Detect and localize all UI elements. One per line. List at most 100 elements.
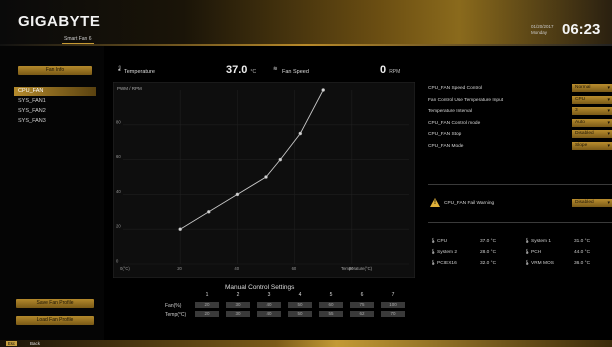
setting-dropdown-cpu-fan-mode[interactable]: Slope ▾ (572, 141, 612, 150)
setting-row-cpu-fan-speed-control: CPU_FAN Speed Control Normal ▾ (428, 84, 612, 94)
thermometer-icon: 🌡 (524, 239, 531, 244)
bottom-bar (0, 340, 612, 347)
temperature-icon: 🌡 (116, 66, 123, 72)
weekday-text: Monday (531, 30, 548, 35)
fan-speed-value: 0 RPM (380, 64, 400, 76)
setting-value: Slope (575, 142, 588, 148)
temp-value: 28.0 °C (480, 250, 497, 255)
fan-fail-warning-dropdown[interactable]: Disabled ▾ (572, 199, 612, 207)
fan-percent-cell[interactable]: 100 (381, 302, 405, 308)
thermometer-icon: 🌡 (430, 239, 437, 244)
setting-value: 3 (575, 108, 578, 113)
fan-percent-cell[interactable]: 20 (195, 302, 219, 308)
setting-label: Fan Control Use Temperature Input (428, 97, 504, 103)
setting-dropdown-fan-control-use-temperature-input[interactable]: CPU ▾ (572, 95, 612, 104)
load-fan-profile-button[interactable]: Load Fan Profile (16, 316, 94, 325)
fan-item-sys-fan2[interactable]: SYS_FAN2 (18, 108, 46, 114)
fan-percent-cell[interactable]: 30 (226, 302, 250, 308)
temp-row-label: Temp(°C) (165, 312, 187, 318)
chevron-down-icon: ▾ (607, 108, 610, 114)
temp-value: 36.0 °C (574, 261, 591, 266)
column-number: 2 (236, 292, 240, 298)
fan-fail-warning-value: Disabled (575, 200, 594, 205)
warning-icon (430, 198, 440, 207)
settings-panel: CPU_FAN Speed Control Normal ▾ Fan Control … (424, 84, 612, 334)
setting-row-temperature-interval: Temperature Interval 3 ▾ (428, 107, 612, 117)
temp-cell[interactable]: 40 (257, 311, 281, 317)
thermometer-icon: 🌡 (524, 261, 531, 266)
temp-name: System 2 (437, 250, 457, 255)
temp-cell[interactable]: 55 (319, 311, 343, 317)
temp-cell[interactable]: 70 (381, 311, 405, 317)
setting-dropdown-cpu-fan-stop[interactable]: Disabled ▾ (572, 130, 612, 138)
x-axis-label: Temperature(°C) (341, 266, 373, 271)
y-tick-label: 80 (116, 119, 121, 124)
temperature-label: Temperature (124, 69, 155, 75)
curve-point-4[interactable] (264, 175, 268, 179)
curve-point-7[interactable] (321, 88, 325, 92)
curve-point-1[interactable] (178, 227, 182, 231)
setting-value: Auto (575, 119, 585, 125)
manual-control-table: 1 2 3 4 5 6 7 Fan(%) Temp(°C) 20 20 30 30 40 40 50 50… (165, 292, 413, 326)
chevron-down-icon: ▾ (607, 119, 610, 126)
column-number: 6 (360, 292, 364, 298)
curve-point-5[interactable] (278, 157, 283, 162)
warning-exclamation: ! (434, 200, 436, 206)
curve-point-6[interactable] (298, 131, 303, 136)
x-tick-label: 20 (177, 266, 182, 271)
chevron-down-icon: ▾ (607, 142, 610, 149)
fan-percent-cell[interactable]: 40 (257, 302, 281, 308)
fan-fail-warning-row: CPU_FAN Fail Warning Disabled ▾ (428, 199, 612, 209)
y-tick-label: 20 (116, 224, 121, 229)
settings-divider (428, 184, 612, 185)
column-number: 3 (267, 292, 271, 298)
fan-curve-chart[interactable]: 80 60 40 20 0 0(°C) 20 40 60 80 PWM / RPM Temper… (113, 82, 415, 278)
setting-dropdown-cpu-fan-control-mode[interactable]: Auto ▾ (572, 118, 612, 127)
temperature-number: 37.0 (226, 64, 248, 76)
setting-value: CPU (575, 96, 586, 102)
setting-dropdown-cpu-fan-speed-control[interactable]: Normal ▾ (572, 84, 612, 92)
back-hint[interactable]: Back (30, 341, 41, 346)
fan-item-cpu-fan[interactable]: CPU_FAN (14, 87, 96, 96)
thermometer-icon: 🌡 (430, 261, 437, 266)
temp-name: PCH (531, 250, 542, 255)
setting-label: Temperature Interval (428, 109, 472, 114)
temp-cell[interactable]: 30 (226, 311, 250, 317)
column-number: 5 (329, 292, 333, 298)
date-display: 01/20/2017 Monday (531, 24, 554, 36)
setting-label: CPU_FAN Speed Control (428, 86, 483, 91)
temp-value: 32.0 °C (480, 261, 497, 266)
temp-value: 31.0 °C (574, 239, 591, 244)
thermometer-icon: 🌡 (430, 250, 437, 255)
chevron-down-icon: ▾ (607, 131, 610, 137)
setting-label: CPU_FAN Control mode (428, 120, 481, 126)
x-tick-label: 80 (349, 266, 354, 271)
curve-point-2[interactable] (207, 209, 211, 214)
fan-item-sys-fan1[interactable]: SYS_FAN1 (18, 98, 46, 104)
setting-dropdown-temperature-interval[interactable]: 3 ▾ (572, 107, 612, 115)
fan-item-sys-fan3[interactable]: SYS_FAN3 (18, 118, 46, 124)
fan-info-button[interactable]: Fan Info (18, 66, 92, 75)
temp-cell[interactable]: 62 (350, 311, 374, 317)
fan-percent-cell[interactable]: 60 (319, 302, 343, 308)
fan-speed-icon: ≋ (273, 66, 278, 72)
setting-label: CPU_FAN Mode (428, 143, 464, 149)
x-tick-label: 0(°C) (120, 266, 130, 271)
x-tick-label: 40 (234, 266, 239, 271)
chevron-down-icon: ▾ (607, 85, 610, 91)
fan-percent-cell[interactable]: 50 (288, 302, 312, 308)
tab-smart-fan[interactable]: Smart Fan 6 (62, 36, 94, 44)
curve-point-3[interactable] (235, 192, 240, 197)
y-tick-label: 40 (116, 189, 121, 194)
chevron-down-icon: ▾ (607, 200, 610, 206)
setting-row-cpu-fan-control-mode: CPU_FAN Control mode Auto ▾ (428, 118, 612, 129)
fan-speed-label: Fan Speed (282, 69, 309, 75)
save-fan-profile-button[interactable]: Save Fan Profile (16, 299, 94, 308)
column-number: 4 (298, 292, 302, 298)
fan-percent-cell[interactable]: 75 (350, 302, 374, 308)
column-number: 7 (391, 292, 395, 298)
temp-cell[interactable]: 20 (195, 311, 219, 317)
chevron-down-icon: ▾ (607, 96, 610, 103)
temp-cell[interactable]: 50 (288, 311, 312, 317)
setting-row-cpu-fan-mode: CPU_FAN Mode Slope ▾ (428, 141, 612, 152)
